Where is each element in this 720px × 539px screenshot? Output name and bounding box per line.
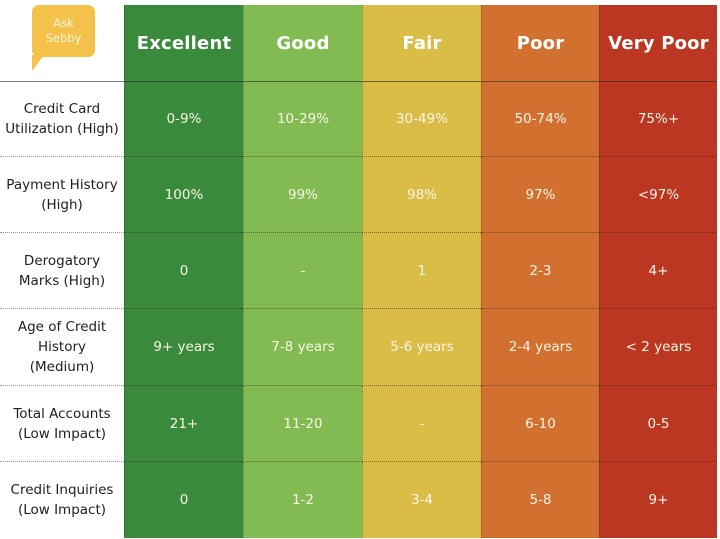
column-header-good: Good: [243, 5, 362, 82]
logo-cell: [0, 5, 124, 82]
table-cell-very-poor: 9+: [599, 462, 717, 538]
table-cell-excellent: 21+: [124, 386, 243, 462]
table-cell-fair: 1: [362, 233, 481, 309]
ask-sebby-logo: Ask Sebby: [32, 5, 95, 57]
table-cell-very-poor: <97%: [599, 157, 717, 233]
table-cell-good: 11-20: [243, 386, 362, 462]
row-factor-label: Derogatory Marks (High): [0, 233, 124, 309]
speech-bubble-tail-icon: [32, 55, 44, 71]
table-cell-fair: -: [362, 386, 481, 462]
table-cell-good: 99%: [243, 157, 362, 233]
table-cell-excellent: 0-9%: [124, 82, 243, 157]
column-header-very-poor: Very Poor: [599, 5, 717, 82]
logo-line2: Sebby: [45, 31, 82, 45]
table-cell-fair: 98%: [362, 157, 481, 233]
column-header-fair: Fair: [362, 5, 481, 82]
table-cell-good: 10-29%: [243, 82, 362, 157]
table-cell-poor: 97%: [481, 157, 599, 233]
table-cell-poor: 50-74%: [481, 82, 599, 157]
column-header-excellent: Excellent: [124, 5, 243, 82]
logo-line1: Ask: [53, 16, 74, 30]
table-cell-good: 1-2: [243, 462, 362, 538]
table-cell-excellent: 9+ years: [124, 309, 243, 386]
row-factor-label: Credit Inquiries (Low Impact): [10, 482, 114, 518]
row-factor-label: Total Accounts (Low Impact): [0, 386, 124, 462]
table-cell-good: -: [243, 233, 362, 309]
table-cell-very-poor: < 2 years: [599, 309, 717, 386]
table-cell-very-poor: 0-5: [599, 386, 717, 462]
row-factor-label: Payment History (High): [0, 157, 124, 233]
table-cell-good: 7-8 years: [243, 309, 362, 386]
table-cell-poor: 2-3: [481, 233, 599, 309]
table-cell-poor: 5-8: [481, 462, 599, 538]
column-header-poor: Poor: [481, 5, 599, 82]
row-factor-label: Age of Credit History (Medium): [0, 309, 124, 386]
row-factor-label: Credit Card Utilization (High): [0, 82, 124, 157]
table-cell-poor: 6-10: [481, 386, 599, 462]
table-cell-fair: 5-6 years: [362, 309, 481, 386]
table-cell-excellent: 100%: [124, 157, 243, 233]
table-cell-excellent: 0: [124, 233, 243, 309]
table-cell-very-poor: 75%+: [599, 82, 717, 157]
table-cell-very-poor: 4+: [599, 233, 717, 309]
table-cell-fair: 3-4: [362, 462, 481, 538]
credit-factors-table: Excellent Good Fair Poor Very Poor Credit Car…: [0, 5, 717, 538]
table-cell-excellent: 0: [124, 462, 243, 538]
table-cell-poor: 2-4 years: [481, 309, 599, 386]
table-cell-fair: 30-49%: [362, 82, 481, 157]
